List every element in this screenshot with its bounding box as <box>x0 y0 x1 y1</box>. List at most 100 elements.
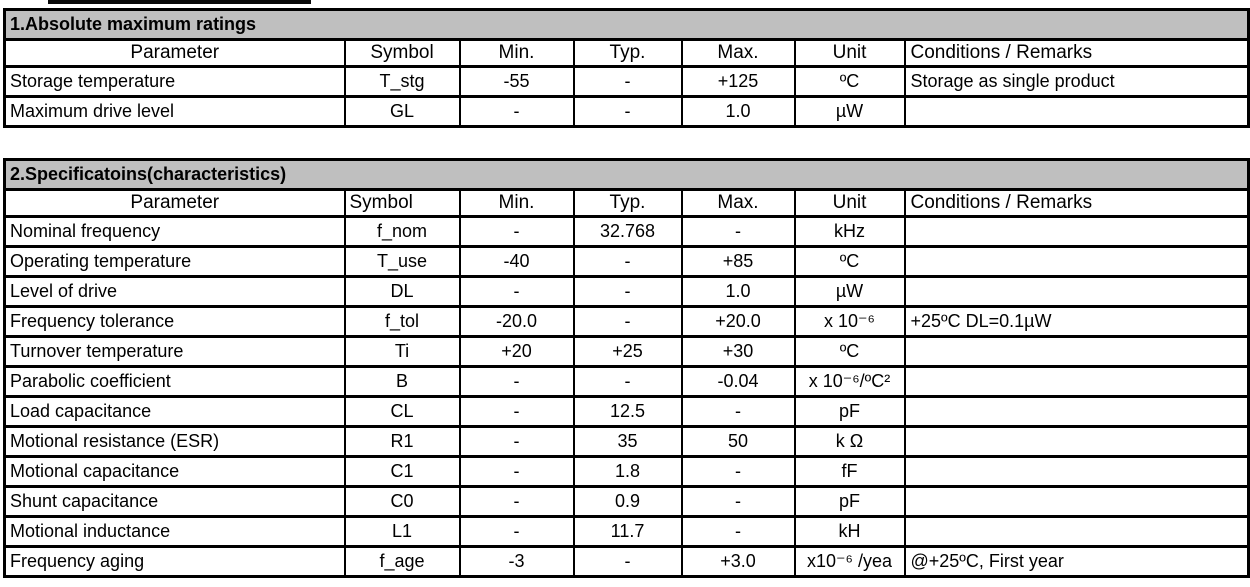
table-cell: T_use <box>343 245 461 278</box>
table-cell: x 10⁻⁶/ºC² <box>793 365 906 398</box>
table-row: Load capacitance CL -12.5- pF <box>3 395 1250 428</box>
table-cell: CL <box>343 395 461 428</box>
table-cell: kH <box>793 515 906 548</box>
table-cell: B <box>343 365 461 398</box>
table-row: Turnover temperature Ti +20 +25 +30 ºC <box>3 335 1250 368</box>
table-cell: Storage as single product <box>903 65 1250 98</box>
column-header-unit: Unit <box>793 38 906 68</box>
table-cell: fF <box>793 455 906 488</box>
table-cell: - <box>680 485 796 518</box>
table-cell <box>903 425 1250 458</box>
table-row: Nominal frequency f_nom -32.768- kHz <box>3 215 1250 248</box>
table-cell: - <box>458 275 575 308</box>
table-cell: Maximum drive level <box>3 95 346 128</box>
table-row: Motional capacitance C1-1.8- fF <box>3 455 1250 488</box>
column-header-typ: Typ. <box>572 38 683 68</box>
table-cell: x10⁻⁶ /yea <box>793 545 906 578</box>
column-header-symbol: Symbol <box>343 188 461 218</box>
table-row: Frequency tolerance f_tol -20.0- +20.0 x 10⁻… <box>3 305 1250 338</box>
table-cell: - <box>572 275 683 308</box>
table-row: Motional inductance L1-11.7- kH <box>3 515 1250 548</box>
table-row: Motional resistance (ESR) R1-35 50 k Ω <box>3 425 1250 458</box>
column-header-min: Min. <box>458 188 575 218</box>
table-row: Frequency aging f_age -3- +3.0 x10⁻⁶ /yea @+2… <box>3 545 1250 578</box>
table-cell: 32.768 <box>572 215 683 248</box>
clipped-text-fragment <box>48 0 311 4</box>
table-cell: µW <box>793 95 906 128</box>
table-cell: 12.5 <box>572 395 683 428</box>
table-cell: f_tol <box>343 305 461 338</box>
table-cell: f_nom <box>343 215 461 248</box>
header-row: Parameter Symbol Min. Typ. Max. Unit Con… <box>3 38 1250 68</box>
table-cell: +20 <box>458 335 575 368</box>
table-cell: L1 <box>343 515 461 548</box>
table-row: Parabolic coefficient B - - -0.04 x 10⁻⁶/ºC² <box>3 365 1250 398</box>
table-cell: +3.0 <box>680 545 796 578</box>
table-cell: - <box>572 245 683 278</box>
column-header-typ: Typ. <box>572 188 683 218</box>
table-cell: 1.0 <box>680 95 796 128</box>
table-cell: - <box>572 545 683 578</box>
table-cell: +25 <box>572 335 683 368</box>
table-cell: T_stg <box>343 65 461 98</box>
column-header-max: Max. <box>680 38 796 68</box>
table-cell: Level of drive <box>3 275 346 308</box>
table-cell: 35 <box>572 425 683 458</box>
table-cell: Parabolic coefficient <box>3 365 346 398</box>
table-cell: pF <box>793 395 906 428</box>
table-cell: - <box>458 365 575 398</box>
table-cell: Turnover temperature <box>3 335 346 368</box>
table-cell: Motional capacitance <box>3 455 346 488</box>
column-header-parameter: Parameter <box>3 38 346 68</box>
table-cell: x 10⁻⁶ <box>793 305 906 338</box>
column-header-conditions: Conditions / Remarks <box>903 188 1250 218</box>
table-cell <box>903 455 1250 488</box>
table-title: 1.Absolute maximum ratings <box>3 8 1250 41</box>
table-cell <box>903 515 1250 548</box>
table-cell: -0.04 <box>680 365 796 398</box>
table-row: Storage temperature T_stg -55- +125 ºC Storag… <box>3 65 1250 98</box>
table-cell: - <box>458 395 575 428</box>
table-cell <box>903 395 1250 428</box>
table-cell: Frequency aging <box>3 545 346 578</box>
table-cell: k Ω <box>793 425 906 458</box>
table-title-row: 2.Specificatoins(characteristics) <box>3 158 1250 191</box>
table-cell: -20.0 <box>458 305 575 338</box>
table-cell: f_age <box>343 545 461 578</box>
table-cell: +85 <box>680 245 796 278</box>
table-cell: +20.0 <box>680 305 796 338</box>
table-cell <box>903 485 1250 518</box>
table-cell: - <box>680 455 796 488</box>
table-cell: 0.9 <box>572 485 683 518</box>
table-cell: Operating temperature <box>3 245 346 278</box>
column-header-symbol: Symbol <box>343 38 461 68</box>
table-row: Shunt capacitance C0-0.9- pF <box>3 485 1250 518</box>
column-header-unit: Unit <box>793 188 906 218</box>
table-row: Operating temperature T_use -40- +85 ºC <box>3 245 1250 278</box>
table-cell: - <box>680 215 796 248</box>
table-cell: -55 <box>458 65 575 98</box>
table-cell: - <box>572 65 683 98</box>
table-cell: Nominal frequency <box>3 215 346 248</box>
table-cell <box>903 215 1250 248</box>
table-cell: 11.7 <box>572 515 683 548</box>
column-header-max: Max. <box>680 188 796 218</box>
table-cell: µW <box>793 275 906 308</box>
table-cell <box>903 95 1250 128</box>
table-cell: ºC <box>793 65 906 98</box>
table-cell: 1.0 <box>680 275 796 308</box>
column-header-min: Min. <box>458 38 575 68</box>
table-cell: pF <box>793 485 906 518</box>
table-cell: Storage temperature <box>3 65 346 98</box>
table-cell: DL <box>343 275 461 308</box>
table-cell: - <box>572 365 683 398</box>
table-cell: ºC <box>793 335 906 368</box>
table-cell: Shunt capacitance <box>3 485 346 518</box>
table-cell: C0 <box>343 485 461 518</box>
table-cell: Load capacitance <box>3 395 346 428</box>
table-row: Maximum drive level GL - -1.0 µW <box>3 95 1250 128</box>
table-cell: Motional inductance <box>3 515 346 548</box>
table-cell: @+25ºC, First year <box>903 545 1250 578</box>
table-cell <box>903 365 1250 398</box>
